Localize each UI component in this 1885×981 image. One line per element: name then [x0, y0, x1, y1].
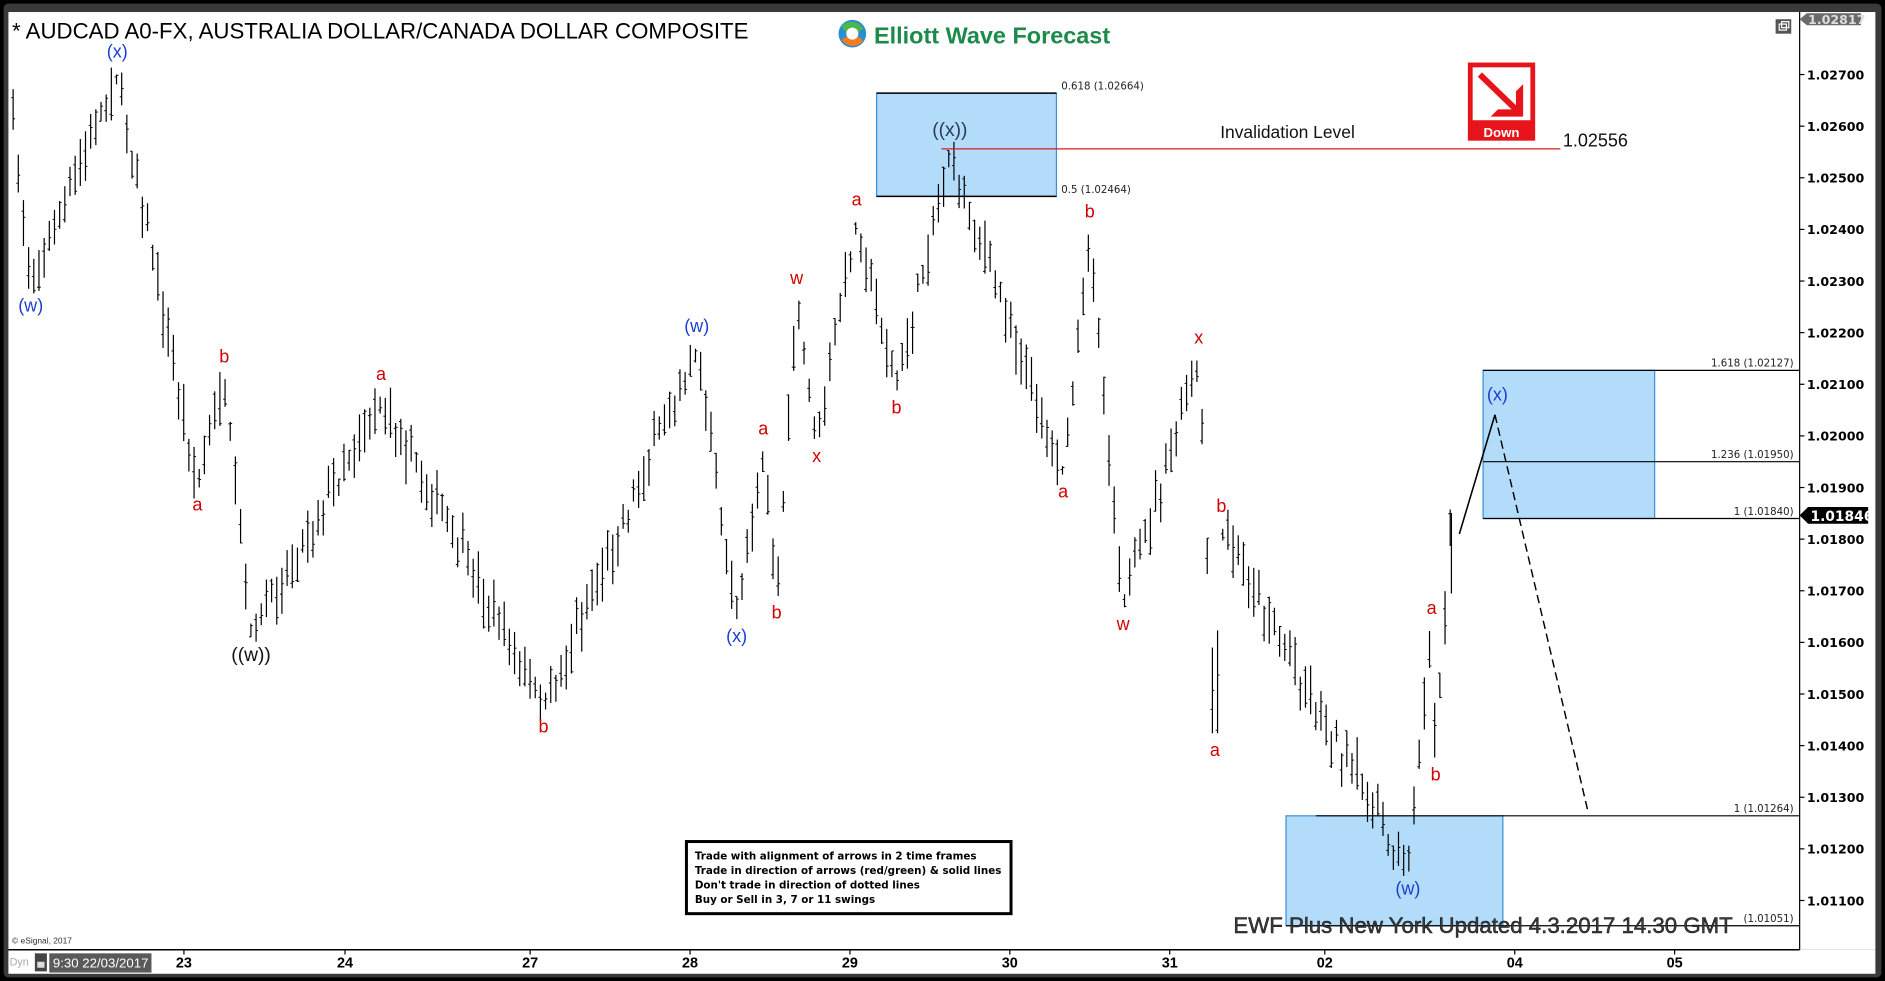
time-tick-label: 04 — [1507, 956, 1523, 972]
wave-label: w — [789, 268, 804, 288]
wave-label: b — [1216, 496, 1226, 516]
wave-label: ((w)) — [231, 645, 270, 666]
price-tick-label: 1.01300 — [1807, 790, 1865, 805]
high-price-tag — [1799, 13, 1861, 26]
price-tick-label: 1.01500 — [1807, 687, 1865, 702]
time-tick-label: 05 — [1667, 956, 1683, 972]
wave-label: (w) — [1395, 878, 1420, 898]
time-tick-label: 28 — [682, 956, 698, 972]
fib-level-label: 0.618 (1.02664) — [1061, 82, 1144, 93]
price-tick-label: 1.02200 — [1807, 325, 1865, 340]
projection-dashed-line — [1494, 414, 1589, 812]
price-tick-label: 1.01700 — [1807, 584, 1865, 599]
wave-label: ((x)) — [932, 120, 967, 141]
wave-label: a — [192, 494, 203, 514]
brand-logo-icon — [838, 19, 867, 48]
wave-label: a — [1210, 740, 1221, 760]
price-axis[interactable] — [1799, 12, 1876, 950]
time-axis[interactable] — [8, 949, 1876, 974]
price-tick-label: 1.01900 — [1807, 480, 1865, 495]
wave-label: (x) — [107, 42, 128, 62]
fib-zone — [1482, 369, 1656, 520]
update-stamp: EWF Plus New York Updated 4.3.2017 14.30… — [1233, 913, 1733, 938]
wave-label: b — [538, 716, 548, 736]
fib-level-label: 1.618 (1.02127) — [1711, 359, 1794, 370]
brand-logo: Elliott Wave Forecast — [838, 19, 1110, 48]
time-tick-label: 30 — [1002, 956, 1018, 972]
wave-label: b — [219, 346, 229, 366]
wave-label: w — [1116, 614, 1131, 634]
wave-label: (w) — [684, 316, 709, 336]
wave-label: b — [892, 397, 902, 417]
projection-solid-line — [1458, 414, 1496, 535]
rule-3: Don't trade in direction of dotted lines — [695, 879, 920, 891]
price-tick-label: 1.01800 — [1807, 532, 1865, 547]
fib-level-label: 1 (1.01264) — [1734, 804, 1794, 815]
wave-labels: (w) (x) a b ((w)) a b (w) (x) a b w x a b ((x)) a b w x a b (w… — [18, 42, 1508, 899]
time-axis-ticks: 23 24 27 28 29 30 31 02 04 05 — [176, 949, 1683, 972]
price-tick-label: 1.02600 — [1807, 119, 1865, 134]
time-tick-label: 02 — [1317, 956, 1333, 972]
fib-level-label: 1.236 (1.01950) — [1711, 450, 1794, 461]
wave-label: a — [1058, 481, 1069, 501]
price-tick-label: 1.01100 — [1807, 893, 1865, 908]
wave-label: a — [376, 364, 387, 384]
overlay-lines — [941, 148, 1589, 812]
wave-label: a — [758, 419, 769, 439]
wave-label: b — [772, 603, 782, 623]
wave-label: a — [852, 189, 863, 209]
price-tick-label: 1.02700 — [1807, 67, 1865, 82]
start-time-label: 9:30 22/03/2017 — [53, 956, 149, 971]
fib-zones: 0.618 (1.02664) 0.5 (1.02464) 1.618 (1.021… — [875, 82, 1800, 927]
price-tick-label: 1.01400 — [1807, 738, 1865, 753]
arrow-down-right-icon — [1477, 72, 1524, 117]
time-tick-label: 29 — [842, 956, 858, 972]
dyn-label[interactable]: Dyn — [10, 956, 29, 968]
price-tick-label: 1.02500 — [1807, 171, 1865, 186]
time-tick-label: 24 — [337, 956, 353, 972]
projection-label: (x) — [1487, 384, 1508, 404]
rule-4: Buy or Sell in 3, 7 or 11 swings — [695, 894, 875, 906]
wave-label: b — [1431, 764, 1441, 784]
wave-label: (x) — [726, 626, 747, 646]
price-tick-label: 1.02400 — [1807, 222, 1865, 237]
last-price-label: 1.01846 — [1810, 509, 1873, 525]
price-tick-label: 1.02100 — [1807, 377, 1865, 392]
time-tick-label: 31 — [1162, 956, 1178, 972]
wave-label: x — [1194, 328, 1203, 348]
trading-rules-box: Trade with alignment of arrows in 2 time… — [684, 840, 1013, 916]
fib-zone — [875, 92, 1058, 197]
high-price-label: 1.02817 — [1808, 12, 1865, 27]
time-tick-label: 23 — [176, 956, 192, 972]
price-tick-label: 1.02300 — [1807, 274, 1865, 289]
invalidation-value: 1.02556 — [1563, 131, 1628, 151]
window-restore-icon[interactable] — [1775, 19, 1792, 34]
signal-down-badge: Down — [1467, 62, 1536, 141]
fib-level-label: (1.01051) — [1743, 914, 1793, 925]
lock-icon[interactable] — [34, 953, 47, 972]
wave-label: b — [1085, 202, 1095, 222]
wave-label: a — [1427, 598, 1438, 618]
rule-2: Trade in direction of arrows (red/green)… — [695, 865, 1002, 877]
price-tick-label: 1.02000 — [1807, 429, 1865, 444]
signal-label: Down — [1484, 125, 1520, 140]
price-tick-label: 1.01200 — [1807, 842, 1865, 857]
fib-level-label: 0.5 (1.02464) — [1061, 185, 1131, 196]
price-tick-label: 1.01600 — [1807, 635, 1865, 650]
fib-zone — [1285, 815, 1504, 927]
price-bars — [11, 67, 1453, 876]
time-tick-label: 27 — [522, 956, 538, 972]
chart-title: * AUDCAD A0-FX, AUSTRALIA DOLLAR/CANADA … — [12, 18, 748, 43]
price-axis-ticks: 1.02700 1.02600 1.02500 1.02400 1.02300 1.022… — [1799, 12, 1873, 908]
rule-1: Trade with alignment of arrows in 2 time… — [695, 851, 977, 863]
fib-level-label: 1 (1.01840) — [1734, 507, 1794, 518]
copyright: © eSignal, 2017 — [12, 936, 72, 946]
invalidation-label: Invalidation Level — [1220, 122, 1355, 142]
brand-name: Elliott Wave Forecast — [874, 22, 1110, 48]
wave-label: (w) — [18, 296, 43, 316]
last-price-tag — [1799, 506, 1869, 524]
wave-label: x — [812, 446, 821, 466]
